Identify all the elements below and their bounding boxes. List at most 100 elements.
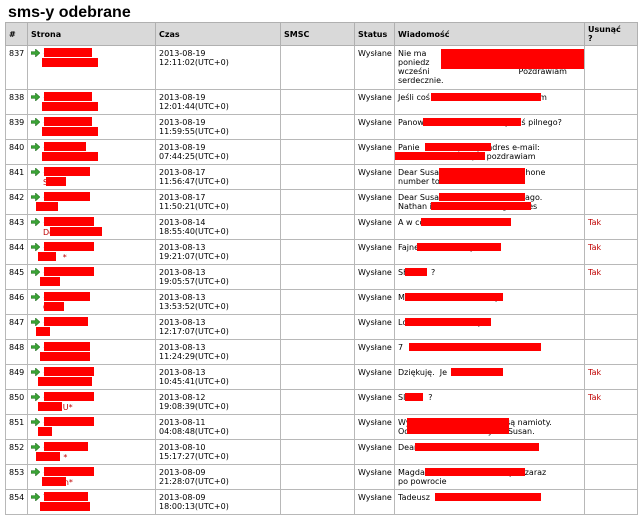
strona-cell[interactable]: +2 0S * [27, 439, 156, 465]
message-redaction [425, 468, 525, 476]
strona-cell[interactable]: +4 71Do m* [27, 214, 156, 240]
smsc-cell [280, 139, 355, 165]
table-row[interactable]: 852+2 0S *2013-08-10 15:17:27(UTC+0) Wysł… [5, 439, 638, 465]
table-row[interactable]: 853+4 93C n*2013-08-09 21:28:07(UTC+0) Wy… [5, 464, 638, 490]
green-right-arrow-icon [31, 343, 40, 351]
strona-cell[interactable]: +4 44L * [27, 239, 156, 265]
column-header-czas[interactable]: Czas [155, 22, 281, 46]
row-id: 854 [5, 489, 28, 515]
strona-cell[interactable]: 7 3W a* [27, 489, 156, 515]
strona-cell[interactable]: +4 2K c* [27, 339, 156, 365]
message-redaction [417, 243, 501, 251]
table-row[interactable]: 8547 3W a*2013-08-09 18:00:13(UTC+0) Wysł… [5, 489, 638, 515]
contact-name-link[interactable]: S [43, 203, 152, 212]
status-cell: Wysłane [354, 439, 395, 465]
table-row[interactable]: 847+48 48T 2013-08-13 12:17:07(UTC+0) Wys… [5, 314, 638, 340]
row-id: 849 [5, 364, 28, 390]
table-row[interactable]: 850+4 44L U*2013-08-12 19:08:39(UTC+0) Wy… [5, 389, 638, 415]
strona-cell[interactable]: +4 4A s* [27, 364, 156, 390]
message-redaction [395, 152, 485, 160]
status-cell: Wysłane [354, 189, 395, 215]
status-cell: Wysłane [354, 214, 395, 240]
delete-link[interactable]: Tak [584, 214, 638, 240]
delete-link[interactable]: Tak [584, 239, 638, 265]
strona-cell[interactable]: +4 44L U* [27, 389, 156, 415]
contact-name-link[interactable]: T [43, 428, 64, 437]
smsc-cell [280, 439, 355, 465]
name-redaction [38, 377, 92, 386]
row-id: 842 [5, 189, 28, 215]
phone-redaction [44, 242, 94, 251]
strona-cell[interactable]: +4 44LO [27, 264, 156, 290]
status-cell: Wysłane [354, 364, 395, 390]
table-row[interactable]: 840+4 6M s*2013-08-19 07:44:25(UTC+0) Wys… [5, 139, 638, 165]
page-title: sms-y odebrane [8, 4, 131, 21]
message-redaction [405, 393, 423, 401]
contact-name-link[interactable]: T [43, 328, 64, 337]
name-redaction [36, 202, 58, 211]
strona-cell[interactable]: +4 6M s* [27, 139, 156, 165]
table-row[interactable]: 848+4 2K c*2013-08-13 11:24:29(UTC+0) Wys… [5, 339, 638, 365]
column-header-strona[interactable]: Strona [27, 22, 156, 46]
strona-cell[interactable]: +4 93C n* [27, 464, 156, 490]
time-cell: 2013-08-13 19:05:57(UTC+0) [155, 264, 281, 290]
message-redaction [439, 168, 525, 184]
contact-name-link[interactable]: L * [43, 253, 67, 262]
message-cell: Wy ynku są namioty. Ode y do Susan. [394, 414, 585, 440]
column-header-id[interactable]: # [5, 22, 28, 46]
table-row[interactable]: 841+2 30Su 2013-08-17 11:56:47(UTC+0) Wys… [5, 164, 638, 190]
message-redaction [435, 493, 541, 501]
message-cell: Nie ma d przyszłego poniedz skonsultować… [394, 45, 585, 90]
strona-cell[interactable]: +4 7M s* [27, 45, 156, 90]
message-redaction [407, 418, 509, 434]
table-row[interactable]: 842+2 0S 2013-08-17 11:50:21(UTC+0) Wysła… [5, 189, 638, 215]
delete-link[interactable]: Tak [584, 264, 638, 290]
column-header-wiadomosc[interactable]: Wiadomość [394, 22, 585, 46]
strona-cell[interactable]: +4 7M s* [27, 89, 156, 115]
message-cell: Dziękuję. Je ana! [394, 364, 585, 390]
status-cell: Wysłane [354, 389, 395, 415]
green-right-arrow-icon [31, 318, 40, 326]
strona-cell[interactable]: +4 7M s* [27, 114, 156, 140]
status-cell: Wysłane [354, 289, 395, 315]
table-row[interactable]: 845+4 44LO 2013-08-13 19:05:57(UTC+0) Wys… [5, 264, 638, 290]
time-cell: 2013-08-19 11:59:55(UTC+0) [155, 114, 281, 140]
column-header-smsc[interactable]: SMSC [280, 22, 355, 46]
table-row[interactable]: 844+4 44L *2013-08-13 19:21:07(UTC+0) Wys… [5, 239, 638, 265]
table-row[interactable]: 837+4 7M s*2013-08-19 12:11:02(UTC+0) Wys… [5, 45, 638, 90]
delete-link [584, 314, 638, 340]
table-row[interactable]: 851+4 48T 2013-08-11 04:08:48(UTC+0) Wysł… [5, 414, 638, 440]
row-id: 839 [5, 114, 28, 140]
column-header-status[interactable]: Status [354, 22, 395, 46]
green-right-arrow-icon [31, 368, 40, 376]
message-redaction [409, 343, 449, 351]
time-cell: 2013-08-09 21:28:07(UTC+0) [155, 464, 281, 490]
strona-cell[interactable]: +2 0S [27, 189, 156, 215]
green-right-arrow-icon [31, 118, 40, 126]
delete-link[interactable]: Tak [584, 364, 638, 390]
table-row[interactable]: 843+4 71Do m*2013-08-14 18:55:40(UTC+0) W… [5, 214, 638, 240]
column-header-usunac[interactable]: Usunąć ? [584, 22, 638, 46]
delete-link [584, 414, 638, 440]
table-row[interactable]: 838+4 7M s*2013-08-19 12:01:44(UTC+0) Wys… [5, 89, 638, 115]
message-redaction [451, 368, 503, 376]
strona-cell[interactable]: +2 30Su [27, 164, 156, 190]
message-text: A w co [398, 218, 425, 227]
phone-redaction [44, 267, 94, 276]
strona-cell[interactable]: +4 48T [27, 414, 156, 440]
status-cell: Wysłane [354, 339, 395, 365]
delete-link [584, 45, 638, 90]
table-row[interactable]: 849+4 4A s*2013-08-13 10:45:41(UTC+0) Wys… [5, 364, 638, 390]
table-row[interactable]: 846+4 4Ch 2013-08-13 13:53:52(UTC+0) Wysł… [5, 289, 638, 315]
delete-link[interactable]: Tak [584, 389, 638, 415]
name-redaction [42, 477, 66, 486]
message-redaction [421, 218, 511, 226]
phone-redaction [44, 467, 94, 476]
table-row[interactable]: 839+4 7M s*2013-08-19 11:59:55(UTC+0) Wys… [5, 114, 638, 140]
smsc-cell [280, 339, 355, 365]
phone-redaction [44, 217, 94, 226]
strona-cell[interactable]: +48 48T [27, 314, 156, 340]
strona-cell[interactable]: +4 4Ch [27, 289, 156, 315]
time-cell: 2013-08-17 11:56:47(UTC+0) [155, 164, 281, 190]
phone-redaction [44, 192, 90, 201]
